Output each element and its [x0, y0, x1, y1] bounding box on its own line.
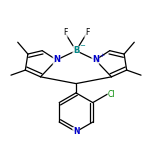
Text: −: − [79, 43, 85, 49]
Text: N: N [53, 55, 60, 64]
Text: F: F [85, 28, 89, 37]
Text: N: N [73, 127, 79, 136]
Text: B: B [73, 46, 79, 55]
Text: +: + [99, 53, 104, 58]
Text: N: N [92, 55, 99, 64]
Text: F: F [63, 28, 67, 37]
Text: Cl: Cl [108, 90, 115, 99]
